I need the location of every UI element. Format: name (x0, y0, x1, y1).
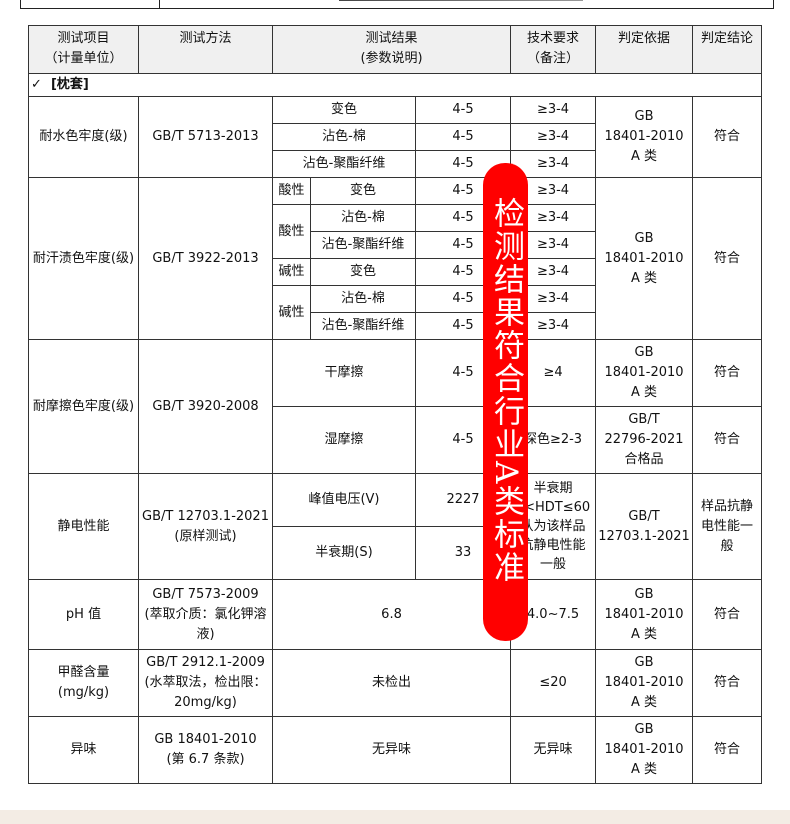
value: 无异味 (271, 716, 512, 784)
previous-table-edge (20, 0, 774, 9)
value: 4-5 (414, 123, 512, 151)
req: ≥3-4 (510, 150, 597, 178)
param: 峰值电压(V) (272, 473, 416, 527)
value: 6.8 (271, 579, 512, 650)
alkali-label: 碱性 (272, 285, 311, 340)
method: GB/T 12703.1-2021 (原样测试) (138, 473, 273, 580)
header-method: 测试方法 (138, 25, 273, 74)
conclusion: 样品抗静 电性能一般 (692, 473, 763, 580)
section-title: [枕套] (50, 77, 89, 92)
method: GB/T 2912.1-2009 (水萃取法，检出限： 20mg/kg) (138, 649, 273, 717)
item: 耐摩擦色牢度(级) (28, 339, 139, 474)
param: 半衰期(S) (272, 526, 416, 580)
req: ≤20 (510, 649, 597, 717)
item: 耐水色牢度(级) (28, 96, 139, 178)
req: ≥3-4 (510, 96, 597, 124)
param: 干摩擦 (272, 339, 416, 407)
basis: GB/T 12703.1-2021 (595, 473, 694, 580)
conclusion: 符合 (692, 716, 763, 784)
basis: GB 18401-2010 A 类 (595, 177, 694, 340)
item: 异味 (28, 716, 139, 784)
param: 沾色-聚酯纤维 (310, 231, 416, 259)
method: GB/T 7573-2009 (萃取介质：氯化钾溶 液) (138, 579, 273, 650)
header-row: 测试项目 （计量单位） 测试方法 测试结果 (参数说明) 技术要求 （备注） 判定依据… (28, 25, 763, 74)
param: 湿摩擦 (272, 406, 416, 474)
param: 变色 (310, 177, 416, 205)
acid-label: 酸性 (272, 204, 311, 259)
header-unit: （计量单位） (44, 51, 123, 66)
req: 无异味 (510, 716, 597, 784)
section-row: ✓ [枕套] (27, 73, 763, 97)
item: 甲醛含量 (mg/kg) (28, 649, 139, 717)
header-result: 测试结果 (365, 31, 418, 46)
header-basis: 判定依据 (595, 25, 694, 74)
conclusion: 符合 (692, 579, 763, 650)
item: 耐汗渍色牢度(级) (28, 177, 139, 340)
image-strip (339, 0, 583, 1)
alkali-label: 碱性 (272, 258, 311, 286)
param: 沾色-聚酯纤维 (272, 150, 416, 178)
basis: GB 18401-2010 A 类 (595, 716, 694, 784)
param: 沾色-聚酯纤维 (310, 312, 416, 340)
header-item: 测试项目 (57, 31, 110, 46)
method: GB/T 3922-2013 (138, 177, 273, 340)
acid-label: 酸性 (272, 177, 311, 205)
conclusion: 符合 (692, 406, 763, 474)
conclusion: 符合 (692, 96, 763, 178)
basis: GB 18401-2010 A 类 (595, 649, 694, 717)
check-icon: ✓ (31, 77, 42, 92)
header-param: (参数说明) (360, 51, 423, 66)
test-results-table: 测试项目 （计量单位） 测试方法 测试结果 (参数说明) 技术要求 （备注） 判定依据… (27, 25, 763, 784)
result-overlay-banner: 检测结果符合行业A类标准 (483, 163, 528, 641)
conclusion: 符合 (692, 649, 763, 717)
param: 沾色-棉 (310, 285, 416, 313)
header-note: （备注） (527, 51, 580, 66)
basis: GB 18401-2010 A 类 (595, 579, 694, 650)
method: GB/T 3920-2008 (138, 339, 273, 474)
item: pH 值 (28, 579, 139, 650)
conclusion: 符合 (692, 339, 763, 407)
value: 4-5 (414, 96, 512, 124)
conclusion: 符合 (692, 177, 763, 340)
overlay-text: 检测结果符合行业A类标准 (488, 197, 524, 585)
basis: GB 18401-2010 A 类 (595, 339, 694, 407)
method: GB 18401-2010 (第 6.7 条款) (138, 716, 273, 784)
basis: GB/T 22796-2021 合格品 (595, 406, 694, 474)
value: 未检出 (271, 649, 512, 717)
param: 沾色-棉 (310, 204, 416, 232)
header-conclusion: 判定结论 (692, 25, 763, 74)
basis: GB 18401-2010 A 类 (595, 96, 694, 178)
param: 变色 (310, 258, 416, 286)
page-footer-strip (0, 810, 790, 824)
req: ≥3-4 (510, 123, 597, 151)
header-req: 技术要求 (527, 31, 580, 46)
item: 静电性能 (28, 473, 139, 580)
method: GB/T 5713-2013 (138, 96, 273, 178)
param: 沾色-棉 (272, 123, 416, 151)
param: 变色 (272, 96, 416, 124)
